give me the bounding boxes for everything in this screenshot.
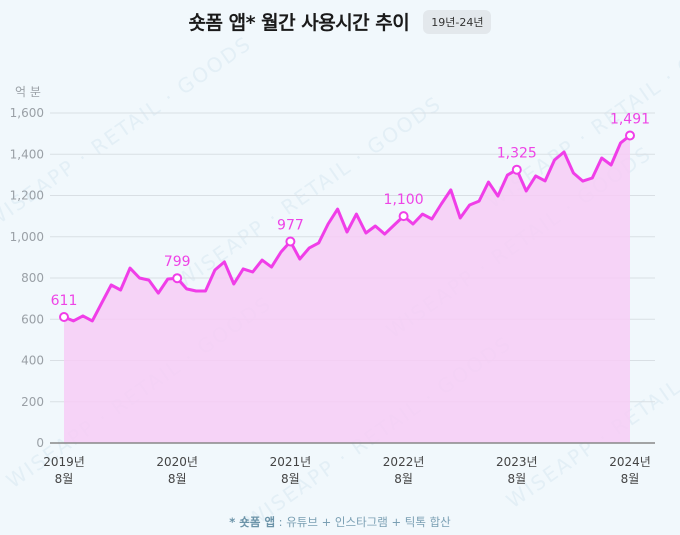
x-tick-label-month: 8월 (621, 472, 640, 486)
x-tick-label-month: 8월 (281, 472, 300, 486)
y-tick-label: 0 (36, 436, 44, 450)
data-point-marker (511, 164, 522, 175)
x-tick-label-month: 8월 (394, 472, 413, 486)
y-tick-label: 1,000 (10, 230, 44, 244)
data-label: 977 (277, 217, 304, 233)
x-tick-label-month: 8월 (168, 472, 187, 486)
data-markers: 611 799 977 1,100 1,325 1,491 (51, 111, 650, 322)
y-tick-label: 400 (21, 354, 44, 368)
footnote-text: : 유튜브 + 인스타그램 + 틱톡 합산 (275, 515, 451, 529)
data-label: 1,491 (610, 111, 650, 127)
data-point-marker (172, 273, 183, 284)
data-point-marker (398, 211, 409, 222)
x-tick-label-month: 8월 (55, 472, 74, 486)
x-tick-label-year: 2022년 (383, 455, 425, 469)
footnote: * 숏폼 앱 : 유튜브 + 인스타그램 + 틱톡 합산 (0, 514, 680, 530)
data-label: 611 (51, 293, 78, 309)
x-tick-label-year: 2019년 (43, 455, 85, 469)
y-tick-label: 200 (21, 395, 44, 409)
series-line (63, 134, 631, 323)
y-tick-label: 1,400 (10, 147, 44, 161)
data-point-marker (285, 236, 296, 247)
y-tick-label: 1,200 (10, 189, 44, 203)
chart-title: 숏폼 앱* 월간 사용시간 추이 (188, 12, 410, 34)
data-point-marker (625, 130, 635, 141)
period-badge: 19년-24년 (423, 9, 492, 34)
y-axis-ticks: 0 200 400 600 800 1,000 1,200 1,400 1,600 (10, 106, 44, 450)
area-fill (64, 135, 630, 443)
footnote-prefix: * 숏폼 앱 (229, 515, 276, 529)
data-label: 1,100 (384, 192, 424, 208)
x-tick-label-month: 8월 (507, 472, 526, 486)
x-tick-label-year: 2021년 (270, 455, 312, 469)
data-label: 1,325 (497, 146, 537, 162)
x-tick-label-year: 2020년 (156, 455, 198, 469)
chart-header: 숏폼 앱* 월간 사용시간 추이 19년-24년 (0, 8, 680, 35)
y-tick-label: 1,600 (10, 106, 44, 120)
data-point-marker (59, 311, 69, 322)
x-tick-label-year: 2023년 (496, 455, 538, 469)
y-tick-label: 600 (21, 312, 44, 326)
y-tick-label: 800 (21, 271, 44, 285)
y-axis-unit: 억 분 (15, 85, 41, 99)
x-axis-ticks: 2019년 8월 2020년 8월 2021년 8월 2022년 8월 2023년 8월 2024년… (43, 455, 651, 486)
data-label: 799 (164, 254, 191, 270)
x-tick-label-year: 2024년 (609, 455, 651, 469)
